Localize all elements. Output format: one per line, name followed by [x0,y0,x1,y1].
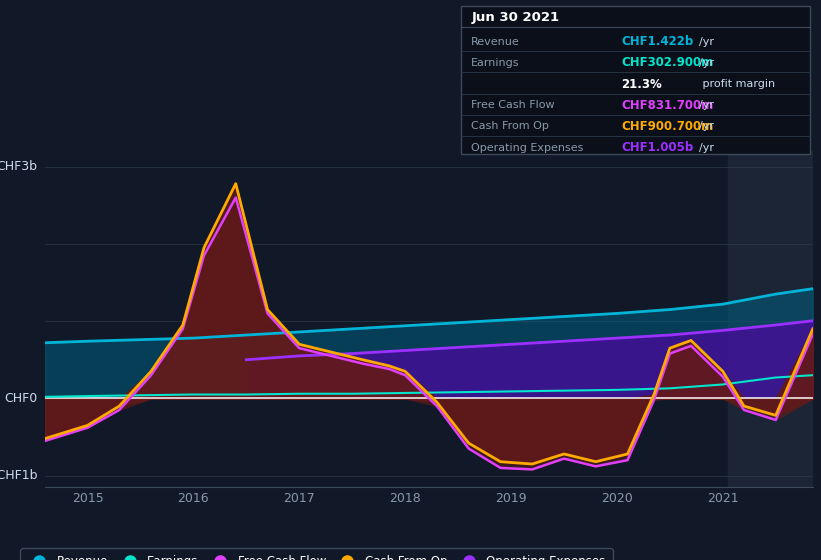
Text: CHF0: CHF0 [4,392,38,405]
Text: /yr: /yr [699,37,714,46]
Legend: Revenue, Earnings, Free Cash Flow, Cash From Op, Operating Expenses: Revenue, Earnings, Free Cash Flow, Cash … [21,548,612,560]
Text: /yr: /yr [699,143,714,153]
Text: CHF302.900m: CHF302.900m [621,57,713,69]
Text: Free Cash Flow: Free Cash Flow [471,100,555,110]
Text: CHF900.700m: CHF900.700m [621,120,713,133]
Text: CHF831.700m: CHF831.700m [621,99,713,112]
Text: Revenue: Revenue [471,37,520,46]
Text: /yr: /yr [699,100,714,110]
Bar [728,151,813,487]
Text: CHF3b: CHF3b [0,160,38,173]
Text: CHF1.422b: CHF1.422b [621,35,694,48]
Text: /yr: /yr [699,58,714,68]
Text: profit margin: profit margin [699,79,776,89]
Text: Operating Expenses: Operating Expenses [471,143,584,153]
Text: -CHF1b: -CHF1b [0,469,38,482]
Text: Cash From Op: Cash From Op [471,122,549,132]
Text: 21.3%: 21.3% [621,78,663,91]
Text: /yr: /yr [699,122,714,132]
Text: CHF1.005b: CHF1.005b [621,141,694,154]
Text: Jun 30 2021: Jun 30 2021 [471,11,559,25]
Text: Earnings: Earnings [471,58,520,68]
